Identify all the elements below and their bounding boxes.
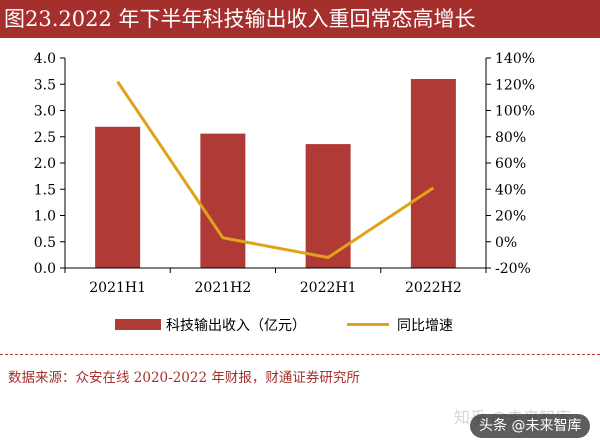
right-tick-label: 120%	[495, 77, 535, 93]
bar-series	[95, 79, 456, 269]
left-tick-label: 0.0	[34, 261, 56, 277]
right-tick-label: 140%	[495, 51, 535, 67]
right-tick-label: -20%	[495, 261, 531, 277]
category-label: 2022H1	[300, 280, 357, 296]
right-tick-label: 60%	[495, 156, 526, 172]
right-tick-label: 100%	[495, 104, 535, 120]
category-label: 2021H2	[195, 280, 252, 296]
right-axis: -20% 0% 20% 40% 60% 80% 100% 120% 140%	[485, 51, 535, 277]
category-label: 2021H1	[89, 280, 146, 296]
source-note: 数据来源：众安在线 2020-2022 年财报，财通证券研究所	[8, 370, 360, 386]
left-axis: 0.0 0.5 1.0 1.5 2.0 2.5 3.0 3.5 4.0	[34, 51, 66, 277]
left-tick-label: 2.5	[34, 130, 56, 146]
category-labels: 2021H1 2021H2 2022H1 2022H2	[64, 268, 487, 296]
source-divider	[0, 354, 600, 355]
left-tick-label: 2.0	[34, 156, 56, 172]
legend-bar-swatch	[115, 319, 161, 330]
legend: 科技输出收入（亿元） 同比增速	[115, 318, 453, 334]
right-tick-label: 40%	[495, 182, 526, 198]
category-label: 2022H2	[405, 280, 462, 296]
growth-line-series	[116, 80, 435, 259]
right-tick-label: 20%	[495, 209, 526, 225]
chart-title: 图23.2022 年下半年科技输出收入重回常态高增长	[0, 0, 600, 38]
bar	[410, 79, 456, 268]
right-tick-label: 80%	[495, 130, 526, 146]
left-tick-label: 3.0	[34, 104, 56, 120]
left-tick-label: 1.0	[34, 209, 56, 225]
left-tick-label: 0.5	[34, 235, 56, 251]
combo-chart: 0.0 0.5 1.0 1.5 2.0 2.5 3.0 3.5 4.0 -20% 0% 20% 40%…	[34, 51, 535, 334]
left-tick-label: 3.5	[34, 77, 56, 93]
bar	[305, 144, 351, 268]
right-tick-label: 0%	[495, 235, 517, 251]
watermark-badge: 头条 @未来智库	[470, 414, 591, 438]
left-tick-label: 1.5	[34, 182, 56, 198]
left-tick-label: 4.0	[34, 51, 56, 67]
legend-bar-label: 科技输出收入（亿元）	[166, 318, 306, 334]
bar	[95, 126, 141, 269]
legend-line-label: 同比增速	[397, 318, 453, 334]
bar	[200, 133, 246, 268]
